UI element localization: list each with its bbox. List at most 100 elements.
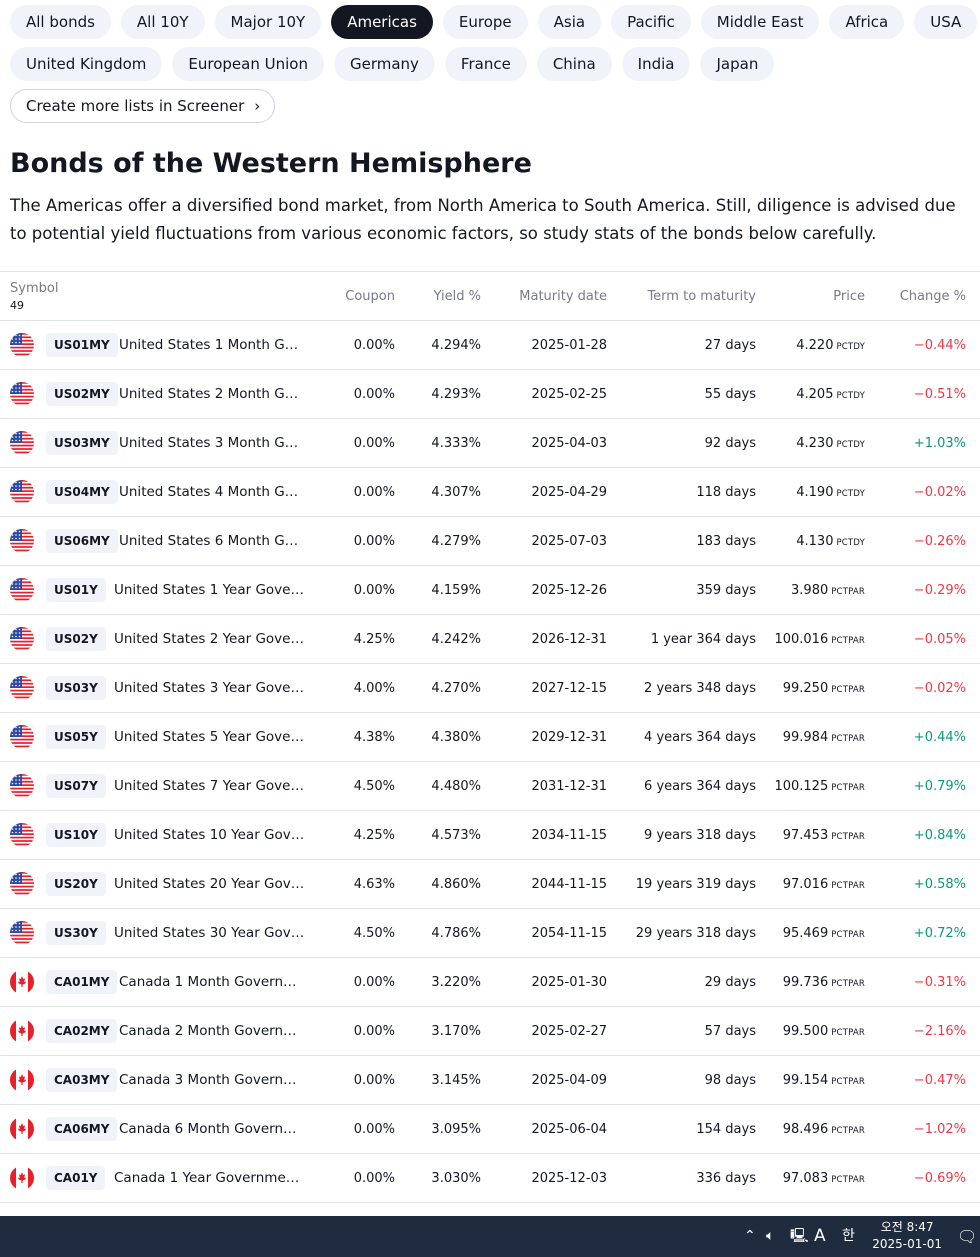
notification-icon[interactable]: 🗨︎ — [957, 1227, 978, 1246]
column-header-yield[interactable]: Yield % — [433, 289, 481, 304]
network-icon[interactable]: 🖳︎ — [790, 1228, 809, 1244]
table-row[interactable]: US03Y United States 3 Year Govern… 4.00%… — [0, 664, 980, 713]
tab-europe[interactable]: Europe — [442, 5, 528, 39]
yield-value: 4.380% — [431, 730, 481, 745]
coupon-value: 0.00% — [353, 1122, 395, 1137]
bond-name[interactable]: United States 5 Year Govern… — [114, 729, 305, 745]
bond-name[interactable]: United States 1 Month Gove… — [119, 337, 305, 353]
bond-name[interactable]: United States 30 Year Gover… — [114, 925, 305, 941]
bond-name[interactable]: United States 20 Year Gover… — [114, 876, 305, 892]
bond-name[interactable]: United States 3 Year Govern… — [114, 680, 305, 696]
bond-ticker[interactable]: US20Y — [46, 872, 106, 896]
tab-united-kingdom[interactable]: United Kingdom — [10, 47, 163, 81]
table-row[interactable]: US01MY United States 1 Month Gove… 0.00%… — [0, 321, 980, 370]
tab-all-10y[interactable]: All 10Y — [120, 5, 205, 39]
column-header-maturity-date[interactable]: Maturity date — [519, 289, 607, 304]
price-value: 100.125 — [774, 779, 829, 794]
bond-name[interactable]: United States 7 Year Govern… — [114, 778, 305, 794]
bond-ticker[interactable]: US10Y — [46, 823, 106, 847]
column-header-symbol[interactable]: Symbol — [10, 281, 59, 296]
bond-name[interactable]: United States 3 Month Gove… — [119, 435, 305, 451]
bond-name[interactable]: United States 1 Year Govern… — [114, 582, 305, 598]
table-row[interactable]: US20Y United States 20 Year Gover… 4.63%… — [0, 860, 980, 909]
tab-all-bonds[interactable]: All bonds — [10, 5, 111, 39]
table-row[interactable]: US05Y United States 5 Year Govern… 4.38%… — [0, 713, 980, 762]
tab-middle-east[interactable]: Middle East — [700, 5, 820, 39]
table-row[interactable]: CA01MY Canada 1 Month Governmen… 0.00% 3… — [0, 958, 980, 1007]
bond-ticker[interactable]: CA01Y — [46, 1166, 106, 1190]
table-row[interactable]: US07Y United States 7 Year Govern… 4.50%… — [0, 762, 980, 811]
bond-ticker[interactable]: US03MY — [46, 431, 118, 455]
system-clock[interactable]: 오전 8:47 2025-01-01 — [872, 1219, 942, 1253]
column-header-coupon[interactable]: Coupon — [345, 289, 395, 304]
bond-ticker[interactable]: CA02MY — [46, 1019, 118, 1043]
term-to-maturity-value: 55 days — [704, 387, 756, 402]
tab-france[interactable]: France — [444, 47, 527, 81]
bond-ticker[interactable]: CA06MY — [46, 1117, 118, 1141]
column-header-price[interactable]: Price — [833, 289, 865, 304]
speaker-icon[interactable]: 🔈︎ — [766, 1228, 775, 1244]
bond-name[interactable]: Canada 1 Year Government … — [114, 1170, 305, 1186]
table-row[interactable]: CA03MY Canada 3 Month Governmen… 0.00% 3… — [0, 1056, 980, 1105]
coupon-value: 4.38% — [353, 730, 395, 745]
bond-ticker[interactable]: CA03MY — [46, 1068, 118, 1092]
bond-ticker[interactable]: US07Y — [46, 774, 106, 798]
create-lists-screener-button[interactable]: Create more lists in Screener › — [10, 89, 276, 123]
tab-major-10y[interactable]: Major 10Y — [214, 5, 322, 39]
table-row[interactable]: US10Y United States 10 Year Gover… 4.25%… — [0, 811, 980, 860]
maturity-date-value: 2025-06-04 — [531, 1122, 607, 1137]
bond-ticker[interactable]: US30Y — [46, 921, 106, 945]
tab-germany[interactable]: Germany — [333, 47, 435, 81]
bond-name[interactable]: United States 2 Year Govern… — [114, 631, 305, 647]
tab-european-union[interactable]: European Union — [172, 47, 324, 81]
price-cell: 4.230 PCTDY — [796, 419, 865, 470]
table-row[interactable]: US03MY United States 3 Month Gove… 0.00%… — [0, 419, 980, 468]
ime-mode-indicator[interactable]: A — [814, 1226, 826, 1246]
tab-india[interactable]: India — [621, 47, 691, 81]
bond-ticker[interactable]: US04MY — [46, 480, 118, 504]
tab-americas[interactable]: Americas — [331, 5, 433, 39]
tab-japan[interactable]: Japan — [700, 47, 775, 81]
table-row[interactable]: CA01Y Canada 1 Year Government … 0.00% 3… — [0, 1154, 980, 1203]
price-cell: 4.205 PCTDY — [796, 370, 865, 421]
bond-ticker[interactable]: US03Y — [46, 676, 106, 700]
bond-ticker[interactable]: US06MY — [46, 529, 118, 553]
price-cell: 99.250 PCTPAR — [783, 664, 865, 715]
yield-value: 3.030% — [431, 1171, 481, 1186]
tab-china[interactable]: China — [536, 47, 612, 81]
table-row[interactable]: US01Y United States 1 Year Govern… 0.00%… — [0, 566, 980, 615]
bond-name[interactable]: United States 6 Month Gove… — [119, 533, 305, 549]
table-row[interactable]: US02MY United States 2 Month Gove… 0.00%… — [0, 370, 980, 419]
bond-name[interactable]: United States 2 Month Gove… — [119, 386, 305, 402]
table-row[interactable]: US04MY United States 4 Month Gove… 0.00%… — [0, 468, 980, 517]
table-row[interactable]: CA06MY Canada 6 Month Governmen… 0.00% 3… — [0, 1105, 980, 1154]
bond-name[interactable]: Canada 6 Month Governmen… — [119, 1121, 305, 1137]
maturity-date-value: 2031-12-31 — [531, 779, 607, 794]
table-row[interactable]: US06MY United States 6 Month Gove… 0.00%… — [0, 517, 980, 566]
bond-ticker[interactable]: US01Y — [46, 578, 106, 602]
bond-ticker[interactable]: CA01MY — [46, 970, 118, 994]
tab-pacific[interactable]: Pacific — [611, 5, 691, 39]
table-row[interactable]: US02Y United States 2 Year Govern… 4.25%… — [0, 615, 980, 664]
tab-asia[interactable]: Asia — [537, 5, 602, 39]
bond-ticker[interactable]: US01MY — [46, 333, 118, 357]
tab-africa[interactable]: Africa — [829, 5, 905, 39]
bond-name[interactable]: United States 4 Month Gove… — [119, 484, 305, 500]
bond-ticker[interactable]: US02Y — [46, 627, 106, 651]
bond-name[interactable]: Canada 2 Month Governmen… — [119, 1023, 305, 1039]
bond-name[interactable]: Canada 1 Month Governmen… — [119, 974, 305, 990]
column-header-change[interactable]: Change % — [899, 289, 966, 304]
ime-hangul-indicator[interactable]: 한 — [842, 1228, 855, 1244]
coupon-value: 0.00% — [353, 1171, 395, 1186]
table-row[interactable]: CA02MY Canada 2 Month Governmen… 0.00% 3… — [0, 1007, 980, 1056]
chevron-up-icon[interactable]: ⌃ — [744, 1228, 756, 1244]
column-header-term-to-maturity[interactable]: Term to maturity — [647, 289, 756, 304]
bond-ticker[interactable]: US02MY — [46, 382, 118, 406]
bond-ticker[interactable]: US05Y — [46, 725, 106, 749]
price-unit: PCTDY — [836, 391, 865, 401]
yield-value: 4.242% — [431, 632, 481, 647]
bond-name[interactable]: Canada 3 Month Governmen… — [119, 1072, 305, 1088]
tab-usa[interactable]: USA — [914, 5, 978, 39]
bond-name[interactable]: United States 10 Year Gover… — [114, 827, 305, 843]
table-row[interactable]: US30Y United States 30 Year Gover… 4.50%… — [0, 909, 980, 958]
